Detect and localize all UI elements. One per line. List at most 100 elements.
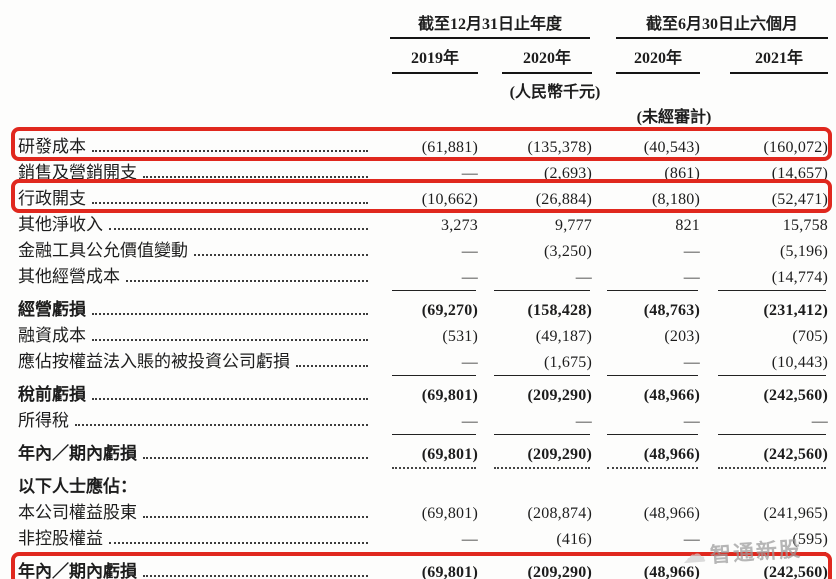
table-row-highlighted: 行政開支 (10,662) (26,884) (8,180) (52,471) — [11, 179, 832, 213]
cell-value: (10,443) — [700, 354, 828, 376]
cell-value: (10,662) — [421, 191, 478, 208]
cell-value: (861) — [664, 165, 700, 182]
cell-value: — — [461, 243, 478, 260]
leader-dots — [92, 313, 368, 315]
row-label-cell: 研發成本 — [18, 132, 378, 157]
table-header: 截至12月31日止年度 截至6月30日止六個月 2019年 2020年 2020… — [18, 10, 828, 127]
cell-value: (209,290) — [478, 446, 592, 469]
row-label-cell: 金融工具公允價值變動 — [18, 236, 378, 261]
cell-value: (48,966) — [643, 387, 700, 404]
cell-value: (242,560) — [763, 387, 828, 404]
row-label: 稅前虧損 — [18, 385, 86, 404]
row-label: 銷售及營銷開支 — [18, 163, 137, 182]
table-row: 非控股權益 — (416) — (595) — [18, 524, 828, 553]
header-group-year-ended-dec31: 截至12月31日止年度 — [390, 10, 590, 39]
unaudited-note-row: (未經審計) — [18, 102, 828, 127]
cell-value: (69,270) — [421, 302, 478, 319]
table-row: 其他經營成本 — — — (14,774) — [18, 262, 828, 291]
cell-value: 3,273 — [441, 217, 478, 234]
cell-value: (1,675) — [478, 354, 592, 376]
cell-value: (231,412) — [763, 302, 828, 319]
row-label: 本公司權益股東 — [18, 503, 137, 522]
row-label-cell: 稅前虧損 — [18, 380, 378, 405]
table-row: 年內／期內虧損 (69,801) (209,290) (48,966) (242,560… — [18, 439, 828, 469]
leader-dots — [143, 457, 368, 459]
watermark-logo-icon: ☁ — [681, 541, 707, 570]
column-header-2020fy: 2020年 — [478, 44, 592, 74]
leader-dots — [109, 542, 368, 544]
row-label: 非控股權益 — [18, 529, 103, 548]
row-label-cell: 本公司權益股東 — [18, 498, 378, 523]
row-label-cell: 非控股權益 — [18, 524, 378, 549]
header-group-row: 截至12月31日止年度 截至6月30日止六個月 — [18, 10, 828, 39]
cell-value: (208,874) — [527, 505, 592, 522]
row-label-cell: 年內／期內虧損 — [18, 557, 378, 579]
cell-value: (48,763) — [643, 302, 700, 319]
row-label: 所得稅 — [18, 411, 69, 430]
row-label: 金融工具公允價值變動 — [18, 241, 188, 260]
cell-value: (69,801) — [421, 505, 478, 522]
table-row: 經營虧損 (69,270) (158,428) (48,763) (231,412) — [18, 295, 828, 321]
leader-dots — [92, 150, 368, 152]
table-row: 應佔按權益法入賬的被投資公司虧損 — (1,675) — (10,443) — [18, 347, 828, 376]
row-label-cell: 經營虧損 — [18, 295, 378, 320]
leader-dots — [126, 280, 368, 282]
cell-value: (69,801) — [378, 446, 478, 469]
column-header-label: 2019年 — [392, 44, 478, 74]
row-label-cell: 其他經營成本 — [18, 262, 378, 287]
cell-value: (52,471) — [771, 191, 828, 208]
row-label-cell: 行政開支 — [18, 184, 378, 209]
table-row: 金融工具公允價值變動 — (3,250) — (5,196) — [18, 236, 828, 262]
row-label-cell: 以下人士應佔： — [18, 472, 378, 497]
leader-dots — [92, 202, 368, 204]
cell-value: (48,966) — [643, 505, 700, 522]
cell-value: (14,657) — [771, 165, 828, 182]
row-label: 年內／期內虧損 — [18, 444, 137, 463]
cell-value: (26,884) — [535, 191, 592, 208]
row-label-cell: 所得稅 — [18, 406, 378, 431]
row-label: 研發成本 — [18, 137, 86, 156]
cell-value: (2,693) — [543, 165, 592, 182]
row-label: 其他淨收入 — [18, 215, 103, 234]
table-row: 所得稅 — — — — — [18, 406, 828, 435]
row-label: 應佔按權益法入賬的被投資公司虧損 — [18, 352, 290, 371]
leader-dots — [194, 254, 368, 256]
cell-value: (242,560) — [700, 564, 828, 579]
cell-value: (242,560) — [700, 446, 828, 469]
cell-value: — — [378, 531, 478, 553]
cell-value: — — [478, 413, 592, 435]
cell-value: (48,966) — [592, 564, 700, 579]
row-label: 經營虧損 — [18, 300, 86, 319]
cell-value: (40,543) — [643, 139, 700, 156]
column-header-label: 2020年 — [616, 44, 700, 74]
table-row-highlighted: 研發成本 (61,881) (135,378) (40,543) (160,072) — [11, 127, 832, 161]
column-header-2019: 2019年 — [378, 44, 478, 74]
cell-value: — — [478, 269, 592, 291]
cell-value: (14,774) — [700, 269, 828, 291]
table-row: 稅前虧損 (69,801) (209,290) (48,966) (242,560) — [18, 380, 828, 406]
row-label: 融資成本 — [18, 326, 86, 345]
currency-note-row: (人民幣千元) — [18, 74, 828, 102]
table-row: 以下人士應佔： — [18, 472, 828, 498]
row-label: 其他經營成本 — [18, 267, 120, 286]
unaudited-note: (未經審計) — [636, 109, 712, 126]
cell-value: (209,290) — [478, 564, 592, 579]
watermark-text: 智通新股 — [709, 536, 803, 568]
table-row: 融資成本 (531) (49,187) (203) (705) — [18, 321, 828, 347]
cell-value: (203) — [664, 328, 700, 345]
cell-value: — — [378, 413, 478, 435]
cell-value: 821 — [675, 217, 700, 234]
cell-value: — — [378, 269, 478, 291]
cell-value: (416) — [478, 531, 592, 553]
cell-value: (61,881) — [421, 139, 478, 156]
cell-value: (160,072) — [763, 139, 828, 156]
cell-value: (158,428) — [527, 302, 592, 319]
header-year-row: 2019年 2020年 2020年 2021年 — [18, 44, 828, 74]
leader-dots — [143, 176, 368, 178]
cell-value: (5,196) — [779, 243, 828, 260]
cell-value: 9,777 — [555, 217, 592, 234]
column-header-2020hy: 2020年 — [592, 44, 700, 74]
cell-value: (531) — [442, 328, 478, 345]
cell-value: (241,965) — [763, 505, 828, 522]
column-header-2021hy: 2021年 — [700, 44, 828, 74]
